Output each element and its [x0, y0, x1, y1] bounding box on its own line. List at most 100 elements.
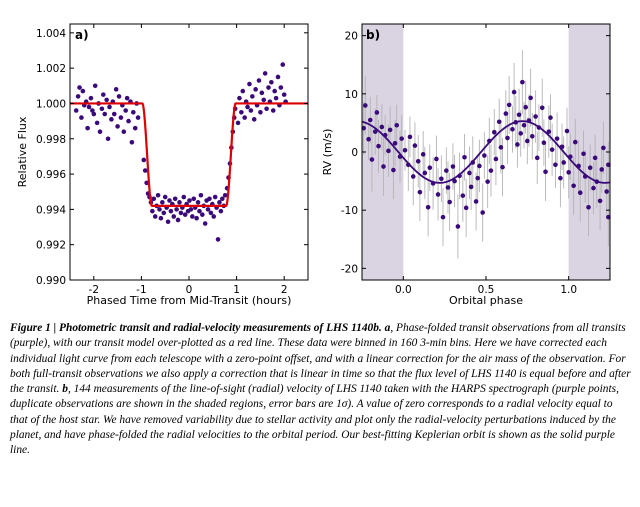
panel-b-ytick-label-1: 10 [345, 89, 358, 101]
panel-b-point-25 [420, 152, 426, 157]
panel-b-point-6 [374, 110, 380, 115]
panel-b-point-98 [582, 174, 588, 179]
panel-a-point-21 [107, 104, 112, 110]
panel-a-point-2 [77, 85, 82, 90]
panel-a-point-124 [266, 85, 271, 90]
panel-b-point-3 [367, 117, 373, 123]
panel-a-point-127 [270, 108, 276, 113]
panel-a-point-12 [92, 83, 98, 89]
panel-a-point-36 [131, 109, 136, 115]
panel-a-point-94 [218, 208, 224, 214]
panel-b-point-72 [525, 138, 530, 144]
panel-b-radial-velocity: 0.0 0.5 1.0 20 10 0 -10 -20 b) Orbital phase RV… [321, 23, 611, 307]
panel-b-point-30 [434, 156, 439, 162]
panel-a-point-63 [174, 207, 179, 212]
panel-a-point-32 [124, 95, 130, 101]
panel-b-xtick-label-1: 0.5 [478, 284, 495, 296]
panel-a-point-25 [113, 87, 119, 92]
panel-b-point-43 [463, 205, 469, 211]
panel-a-point-64 [175, 217, 181, 223]
panel-b-point-5 [372, 129, 378, 134]
panel-b-point-51 [482, 153, 487, 158]
panel-b-point-52 [485, 179, 490, 184]
panel-a-transit: -2 -1 0 1 2 0.990 0.992 0.994 0.996 0.998 1.000 1.0… [16, 23, 309, 307]
panel-b-point-58 [498, 145, 504, 150]
panel-a-point-121 [261, 97, 267, 103]
panel-a-point-132 [278, 85, 284, 90]
panel-b-point-68 [518, 131, 524, 136]
panel-b-point-27 [425, 204, 431, 210]
panel-a-point-118 [256, 78, 262, 83]
panel-b-point-64 [511, 89, 517, 95]
panel-b-point-61 [505, 135, 510, 141]
panel-a-point-122 [262, 71, 268, 76]
panel-a-point-81 [200, 212, 205, 217]
panel-b-point-57 [496, 119, 502, 125]
panel-a-xtick-label-2: 0 [186, 284, 193, 296]
panel-a-point-72 [187, 198, 192, 203]
panel-b-point-20 [407, 134, 413, 140]
panel-a-point-48 [152, 214, 158, 219]
panel-a-point-68 [181, 194, 187, 200]
panel-b-point-95 [576, 163, 581, 169]
panel-a-point-95 [220, 196, 225, 202]
panel-a-ytick-label-0: 0.990 [36, 275, 66, 287]
panel-b-point-31 [435, 192, 441, 197]
panel-a-point-50 [155, 192, 161, 198]
panel-a-point-30 [121, 129, 127, 134]
panel-a-model-line [70, 102, 308, 207]
panel-a-point-39 [135, 115, 141, 120]
panel-a-point-108 [240, 88, 246, 94]
panel-b-point-55 [491, 129, 497, 135]
panel-b-point-85 [553, 162, 558, 168]
panel-b-point-103 [594, 179, 600, 184]
panel-b-point-48 [475, 175, 481, 181]
panel-b-point-86 [554, 136, 560, 141]
panel-b-point-2 [366, 136, 371, 142]
panel-b-point-74 [528, 95, 533, 101]
panel-a-point-105 [235, 120, 241, 126]
panel-a-point-24 [111, 111, 117, 117]
panel-a-point-80 [198, 192, 204, 198]
panel-a-point-26 [115, 124, 120, 129]
panel-a-point-20 [105, 136, 111, 142]
panel-b-point-8 [379, 124, 385, 130]
panel-a-point-93 [217, 200, 222, 205]
panel-b-point-42 [462, 154, 467, 160]
panel-a-point-123 [264, 106, 269, 112]
panel-a-point-3 [79, 115, 84, 120]
panel-a-point-74 [190, 214, 195, 219]
panel-b-point-92 [568, 154, 573, 159]
panel-b-point-22 [412, 143, 418, 148]
panel-b-point-16 [397, 154, 403, 159]
panel-b-point-104 [597, 198, 603, 204]
panel-a-point-15 [97, 129, 103, 134]
panel-b-point-99 [586, 204, 591, 210]
panel-a-point-11 [91, 111, 97, 117]
panel-a-point-90 [212, 194, 218, 200]
panel-b-point-56 [493, 156, 499, 162]
panel-a-ylabel: Relative Flux [16, 116, 29, 187]
panel-a-point-69 [182, 212, 188, 217]
panel-b-point-89 [561, 160, 567, 165]
panel-b-point-21 [410, 174, 416, 179]
panel-a-point-66 [178, 210, 184, 216]
panel-b-point-60 [503, 111, 509, 116]
panel-b-point-91 [566, 170, 571, 175]
panel-b-point-70 [521, 122, 527, 128]
panel-a-xtick-label-1: -1 [136, 284, 146, 296]
panel-b-point-23 [415, 159, 421, 164]
panel-a-point-86 [207, 196, 212, 202]
panel-a-xtick-label-4: 2 [281, 284, 288, 296]
panel-b-point-34 [444, 168, 449, 173]
panel-b-point-79 [539, 105, 545, 111]
panel-b-point-50 [480, 210, 485, 215]
panel-b-point-97 [581, 151, 586, 157]
panel-b-point-11 [386, 148, 391, 154]
panel-a-point-112 [247, 81, 252, 87]
panel-b-point-49 [477, 163, 482, 169]
panel-b-ytick-label-4: -20 [341, 263, 358, 275]
panel-b-point-40 [457, 173, 462, 179]
panel-b-point-32 [439, 176, 444, 182]
panel-a-point-52 [158, 215, 164, 221]
